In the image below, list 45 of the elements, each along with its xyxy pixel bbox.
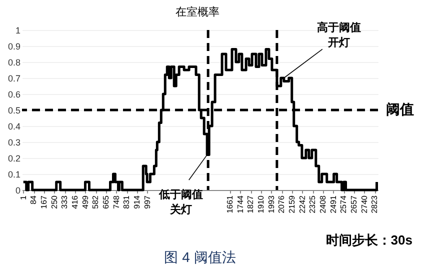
- x-tick-label: 2491: [328, 194, 338, 214]
- x-tick-label: 2574: [339, 194, 348, 214]
- x-tick-label: 665: [102, 194, 111, 209]
- y-tick-label: 0.1: [8, 170, 20, 180]
- x-tick-label: 1661: [226, 194, 234, 214]
- y-tick-label: 0.5: [8, 106, 20, 116]
- y-tick-label: 0.7: [8, 74, 20, 84]
- x-tick-label: 831: [122, 194, 132, 209]
- x-tick-label: 499: [80, 194, 90, 209]
- text: 图 4 阈值法: [164, 249, 236, 265]
- y-axis-title: 在室概率: [176, 6, 220, 18]
- y-tick-label: 0.4: [8, 122, 20, 132]
- x-tick-label: 2242: [298, 194, 307, 214]
- y-tick-label: 1: [15, 26, 20, 36]
- x-tick-label: 2076: [277, 194, 286, 214]
- x-tick-label: 2408: [318, 194, 328, 214]
- x-tick-label: 2325: [308, 194, 318, 214]
- x-tick-label: 1993: [266, 194, 276, 214]
- x-tick-label: 2657: [349, 194, 358, 214]
- y-tick-label: 0.6: [8, 90, 20, 100]
- x-tick-label: 333: [60, 194, 70, 209]
- y-tick-label: 0.8: [8, 58, 20, 68]
- x-tick-label: 2823: [370, 194, 380, 214]
- annotation: 低于阈值关灯: [158, 188, 204, 216]
- x-tick-label: 748: [112, 194, 121, 209]
- x-tick-label: 1744: [236, 194, 245, 214]
- y-tick-label: 0.3: [8, 138, 20, 148]
- x-tick-label: 582: [91, 194, 100, 209]
- x-tick-label: 997: [142, 194, 152, 209]
- x-tick-label: 84: [29, 194, 38, 204]
- x-tick-label: 1910: [256, 194, 266, 214]
- x-tick-label: 416: [70, 194, 80, 209]
- x-tick-label: 1827: [246, 194, 256, 214]
- x-tick-label: 914: [132, 194, 142, 209]
- y-tick-label: 0.2: [8, 154, 20, 164]
- ref-line-label: 阈值: [386, 101, 414, 117]
- x-axis-title: 时间步长：30s: [326, 232, 412, 248]
- y-tick-label: 0: [15, 186, 20, 196]
- annotation: 高于阈值开灯: [316, 21, 361, 49]
- y-tick-label: 0.9: [8, 42, 20, 52]
- x-tick-label: 167: [40, 194, 49, 209]
- x-tick-label: 250: [50, 194, 59, 209]
- x-tick-label: 1: [18, 194, 28, 200]
- x-tick-label: 2159: [287, 194, 296, 214]
- x-tick-label: 2740: [360, 194, 369, 214]
